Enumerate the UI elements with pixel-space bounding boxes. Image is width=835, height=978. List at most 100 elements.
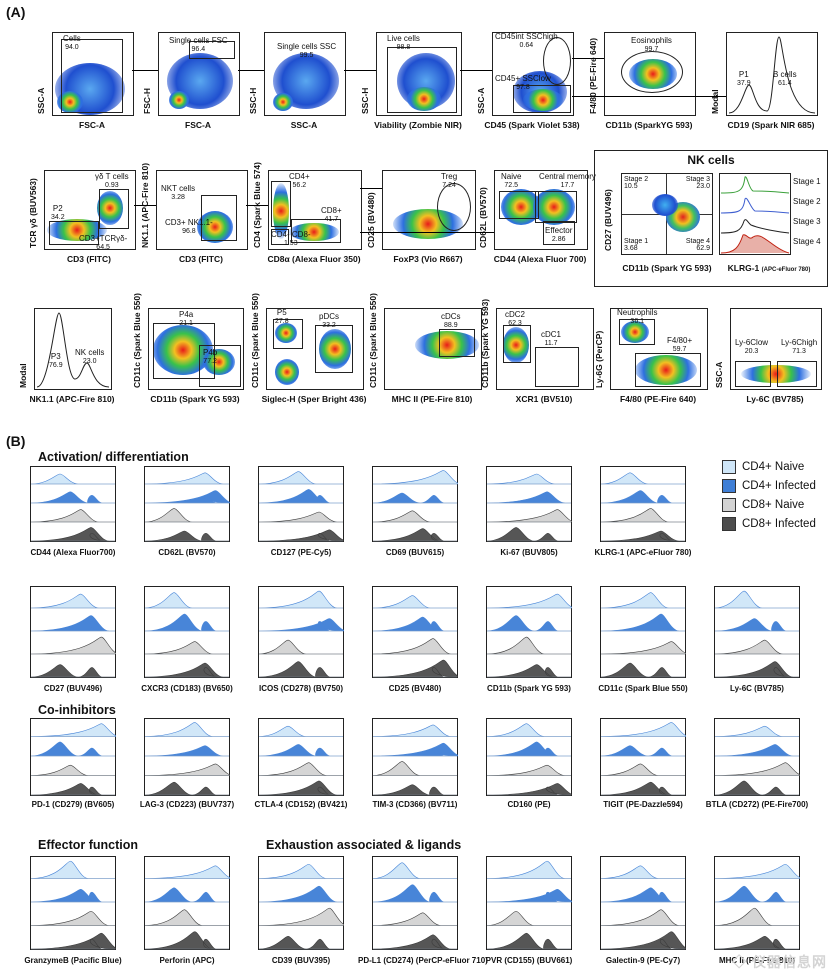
nk-stage4-curve [720, 234, 790, 254]
gating-plot-g4: Live cells 98.8 [376, 32, 462, 116]
x-axis-label: Viability (Zombie NIR) [374, 120, 462, 130]
density-blob [153, 325, 213, 375]
histogram-trace [144, 592, 229, 609]
density-blob [289, 223, 339, 241]
gate-label-dn: CD4- CD8- 1.53 [271, 230, 311, 248]
gate-label-nk: NK cells 23.0 [75, 348, 105, 366]
gate-label-live: Live cells 98.8 [387, 34, 420, 52]
histogram-x-label: CD27 (BUV496) [43, 684, 103, 693]
legend-item: CD4+ Naive [722, 460, 816, 474]
overlay-histogram [144, 586, 230, 678]
overlay-histogram [258, 856, 344, 950]
gating-plot-g7: P1 37.9 B cells 61.4 [726, 32, 818, 116]
gate-label-p2: P2 34.2 [51, 204, 65, 222]
gating-plot-g6: Eosinophils 99.7 [604, 32, 696, 116]
p2-gate [49, 221, 99, 245]
histogram-x-label: CD25 (BV480) [388, 684, 442, 693]
histogram-trace [30, 910, 115, 926]
gating-plot-g10: CD4+ 56.2 CD8+ 41.7 CD4- CD8- 1.53 [268, 170, 362, 250]
x-axis-label: CD11b (Spark YG 593) [150, 394, 240, 404]
histogram-trace [144, 909, 229, 926]
density-blob [203, 349, 235, 375]
gate-label-cdc1: cDC1 11.7 [541, 330, 562, 348]
density-blob [741, 365, 811, 383]
histogram-trace [600, 472, 685, 485]
nk-stage-label-4: Stage 4 [793, 237, 821, 246]
histogram-trace [486, 473, 571, 485]
gate-label-naive: Naive 72.5 [501, 172, 522, 190]
x-axis-label: CD11b (SparkYG 593) [605, 120, 693, 130]
gate-label-p4a: P4a 21.1 [179, 310, 194, 328]
overlay-histogram [144, 466, 230, 542]
histogram-x-label: Ki-67 (BUV805) [500, 548, 558, 557]
nk-stage-label-3: Stage 3 [793, 217, 821, 226]
gating-plot-g18: cDC2 62.3 cDC1 11.7 [496, 308, 594, 390]
overlay-histogram [258, 586, 344, 678]
eos-gate [621, 51, 683, 93]
x-axis-label: Ly-6C (BV785) [746, 394, 804, 404]
histogram-trace [600, 931, 686, 950]
gate-label-p5: P5 27.8 [275, 308, 289, 326]
histogram-trace [30, 636, 116, 655]
x-axis-label: CD44 (Alexa Fluor 700) [493, 254, 587, 264]
nk-stage1-curve [720, 176, 790, 194]
x-axis-label: CD3 (FITC) [67, 254, 111, 264]
gating-plot-g12: Naive 72.5 Central memory 17.7 Effector 2.86 [494, 170, 596, 250]
y-axis-label: CD62L (BV570) [478, 187, 488, 248]
gate-label-treg: Treg 7.24 [441, 172, 458, 190]
histogram-trace [258, 471, 343, 485]
gate-label-neut: Neutrophils 36.1 [617, 308, 658, 326]
histogram-trace [144, 508, 229, 523]
gate-label-ly6chigh: Ly-6Chigh 71.3 [781, 338, 818, 356]
section-coinhibitors: Co-inhibitors [38, 703, 116, 717]
cd45int-gate [543, 37, 571, 85]
histogram-x-label: CD160 (PE) [507, 800, 551, 809]
overlay-histogram [600, 586, 686, 678]
nk-q-stage4: Stage 4 62.9 [685, 238, 710, 252]
gating-plot-g15: P4a 21.1 P4b 77.2 [148, 308, 244, 390]
p5-gate [273, 319, 303, 349]
gate-label-nkt: NKT cells 3.28 [161, 184, 196, 202]
nk-stage-label-2: Stage 2 [793, 197, 821, 206]
histogram-trace [486, 910, 571, 926]
gate-label-cells: Cells 94.0 [63, 34, 81, 52]
overlay-histogram [486, 718, 572, 796]
density-blob [169, 91, 189, 109]
x-axis-label: F4/80 (PE-Fire 640) [619, 394, 697, 404]
nk11-histogram [36, 312, 110, 388]
nk-quadrant-plot: Stage 2 10.5 Stage 3 23.0 Stage 1 3.68 Stag… [621, 173, 713, 255]
histogram-trace [30, 473, 115, 485]
histogram-x-label: LAG-3 (CD223) (BUV737) [139, 800, 235, 809]
gating-plot-g20: Ly-6Clow 20.3 Ly-6Chigh 71.3 [730, 308, 822, 390]
gate-label-pdc: pDCs 33.2 [319, 312, 340, 330]
section-exhaustion: Exhaustion associated & ligands [266, 838, 462, 852]
overlay-histogram [258, 718, 344, 796]
histogram-trace [714, 762, 800, 776]
gate-label-cd45pos: CD45+ SSClow 97.8 [495, 74, 551, 92]
histogram-x-label: CD69 (BUV615) [385, 548, 445, 557]
histogram-x-label: CXCR3 (CD183) (BV650) [141, 684, 233, 693]
overlay-histogram [600, 718, 686, 796]
overlay-histogram [714, 586, 800, 678]
gate-label-cd3nk: CD3+ NK1.1- 96.8 [165, 218, 213, 236]
histogram-trace [486, 860, 571, 879]
histogram-x-label: CD127 (PE-Cy5) [270, 548, 332, 557]
gating-plot-g1: Cells 94.0 [52, 32, 134, 116]
gate-label-cd3: CD3+TCRγδ- 64.5 [79, 234, 128, 252]
gating-arrow [572, 58, 604, 59]
histogram-x-label: CD11b (Spark YG 593) [487, 684, 571, 693]
x-axis-label: CD8α (Alexa Fluor 350) [267, 254, 361, 264]
gate-label-single-fsc: Single cells FSC 96.4 [169, 36, 228, 54]
x-axis-label: Siglec-H (Sper Bright 436) [261, 394, 367, 404]
histogram-trace [258, 725, 343, 737]
histogram-trace [258, 863, 343, 879]
gating-arrow [132, 70, 158, 71]
y-axis-label: CD11c (Spark Blue 550) [250, 293, 260, 388]
histogram-trace [372, 761, 457, 776]
cdc2-gate [503, 325, 531, 363]
histogram-trace [30, 860, 115, 879]
single-fsc-gate [189, 41, 235, 59]
overlay-histogram [372, 466, 458, 542]
y-axis-label: SSC-A [714, 361, 724, 388]
y-axis-label: SSC-A [476, 87, 486, 114]
